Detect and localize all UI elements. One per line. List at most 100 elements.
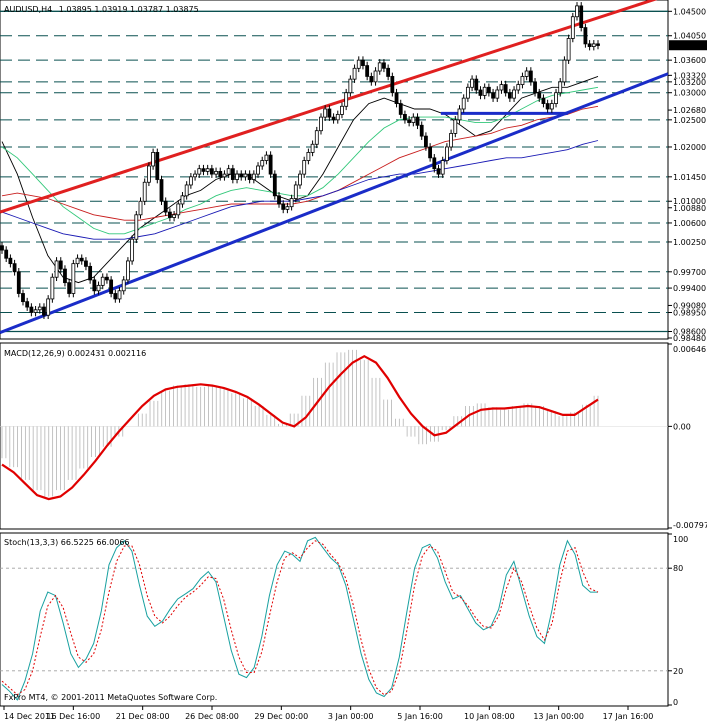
stoch-panel[interactable] [0,532,669,707]
candle-body [88,265,93,281]
candle-body [184,184,189,197]
price-axis-tick-label: 1.04050 [673,32,706,41]
candlesticks [0,2,600,320]
candle-body [390,76,395,94]
upper-trend-line [0,0,658,214]
candle-body [482,86,487,96]
candle-body [251,173,256,180]
time-axis-tick-label: 10 Jan 08:00 [464,712,515,721]
macd-axis-tick-label: 0.00646 [673,345,706,354]
candle-body [197,168,202,175]
candle-body [352,67,357,80]
candle-body [457,108,462,121]
candle-body [512,89,516,99]
candle-body [16,271,21,294]
candle-body [474,78,479,91]
time-axis-tick-label: 21 Dec 08:00 [116,712,170,721]
candle-body [277,195,281,205]
candle-body [348,78,353,94]
stoch-axis-tick-label: 80 [673,564,683,573]
candle-body [503,84,508,94]
price-axis-tick-label: 0.99400 [673,284,706,293]
candle-body [445,146,449,161]
candle-body [37,306,42,311]
candle-body [42,306,46,316]
candle-body [386,67,391,77]
macd-signal-line [1,354,599,501]
candle-body [21,293,25,303]
candle-body [159,179,164,202]
price-axis-tick-label: 1.01000 [673,197,706,206]
candle-body [25,301,30,308]
candle-body [293,184,298,199]
candle-body [419,124,424,137]
candle-body [465,86,470,99]
candle-body [449,133,453,148]
candle-body [323,108,328,118]
candle-body [310,143,315,153]
candle-body [373,70,378,83]
candle-body [264,154,269,161]
current-price-label: 1.03875 [671,41,704,50]
candle-body [201,168,206,172]
candle-body [96,284,101,292]
candle-body [331,116,336,121]
price-axis-tick-label: 0.98600 [673,327,706,336]
candle-body [377,62,382,72]
candle-body [554,92,558,104]
candle-body [591,43,596,47]
candle-body [84,260,88,267]
candle-body [79,257,84,262]
moving-average-line [1,86,599,235]
stoch-axis: 100 80 20 0 [668,533,688,707]
copyright: FxPro MT4, © 2001-2011 MetaQuotes Softwa… [4,693,217,702]
candle-body [440,160,445,175]
candle-body [243,173,248,178]
macd-panel[interactable] [0,342,669,530]
candle-body [289,198,294,208]
price-axis-tick-label: 1.01450 [673,173,706,182]
candle-body [319,116,323,132]
candle-body [134,214,139,240]
moving-average-line [1,105,599,221]
candle-body [403,114,407,121]
price-axis-tick-label: 1.00600 [673,219,706,228]
candle-body [105,276,109,281]
candle-body [67,282,72,294]
candle-body [306,152,311,161]
candle-body [100,276,105,286]
candle-body [176,203,181,216]
candle-body [562,59,567,83]
candle-body [486,86,491,94]
candle-body [167,211,172,218]
stoch-signal-line [1,540,599,696]
candle-body [205,168,210,172]
candle-body [12,263,17,273]
candle-body [54,260,59,278]
candle-body [29,306,34,313]
candle-body [46,298,51,316]
candle-body [432,157,437,170]
svg-text:AUDUSD,H4 1.03895 1.03: AUDUSD,H4 1.03895 1.03919 1.03787 1.0387… [4,5,199,14]
stoch-axis-tick-label: 20 [673,667,683,676]
price-axis-tick-label: 0.98950 [673,308,706,317]
current-price-marker [669,40,707,51]
candle-body [361,59,365,66]
candle-body [121,279,126,292]
candle-body [126,260,130,281]
candle-body [507,92,512,99]
time-axis-tick-label: 16 Dec 16:00 [46,712,100,721]
candle-body [138,200,143,216]
candle-body [461,97,466,110]
candle-body [130,238,135,262]
candle-body [382,62,386,69]
candle-body [583,27,588,45]
candle-body [180,195,185,205]
candle-body [188,176,193,186]
candle-body [92,279,97,292]
candle-body [63,268,67,284]
candle-body [163,200,168,213]
